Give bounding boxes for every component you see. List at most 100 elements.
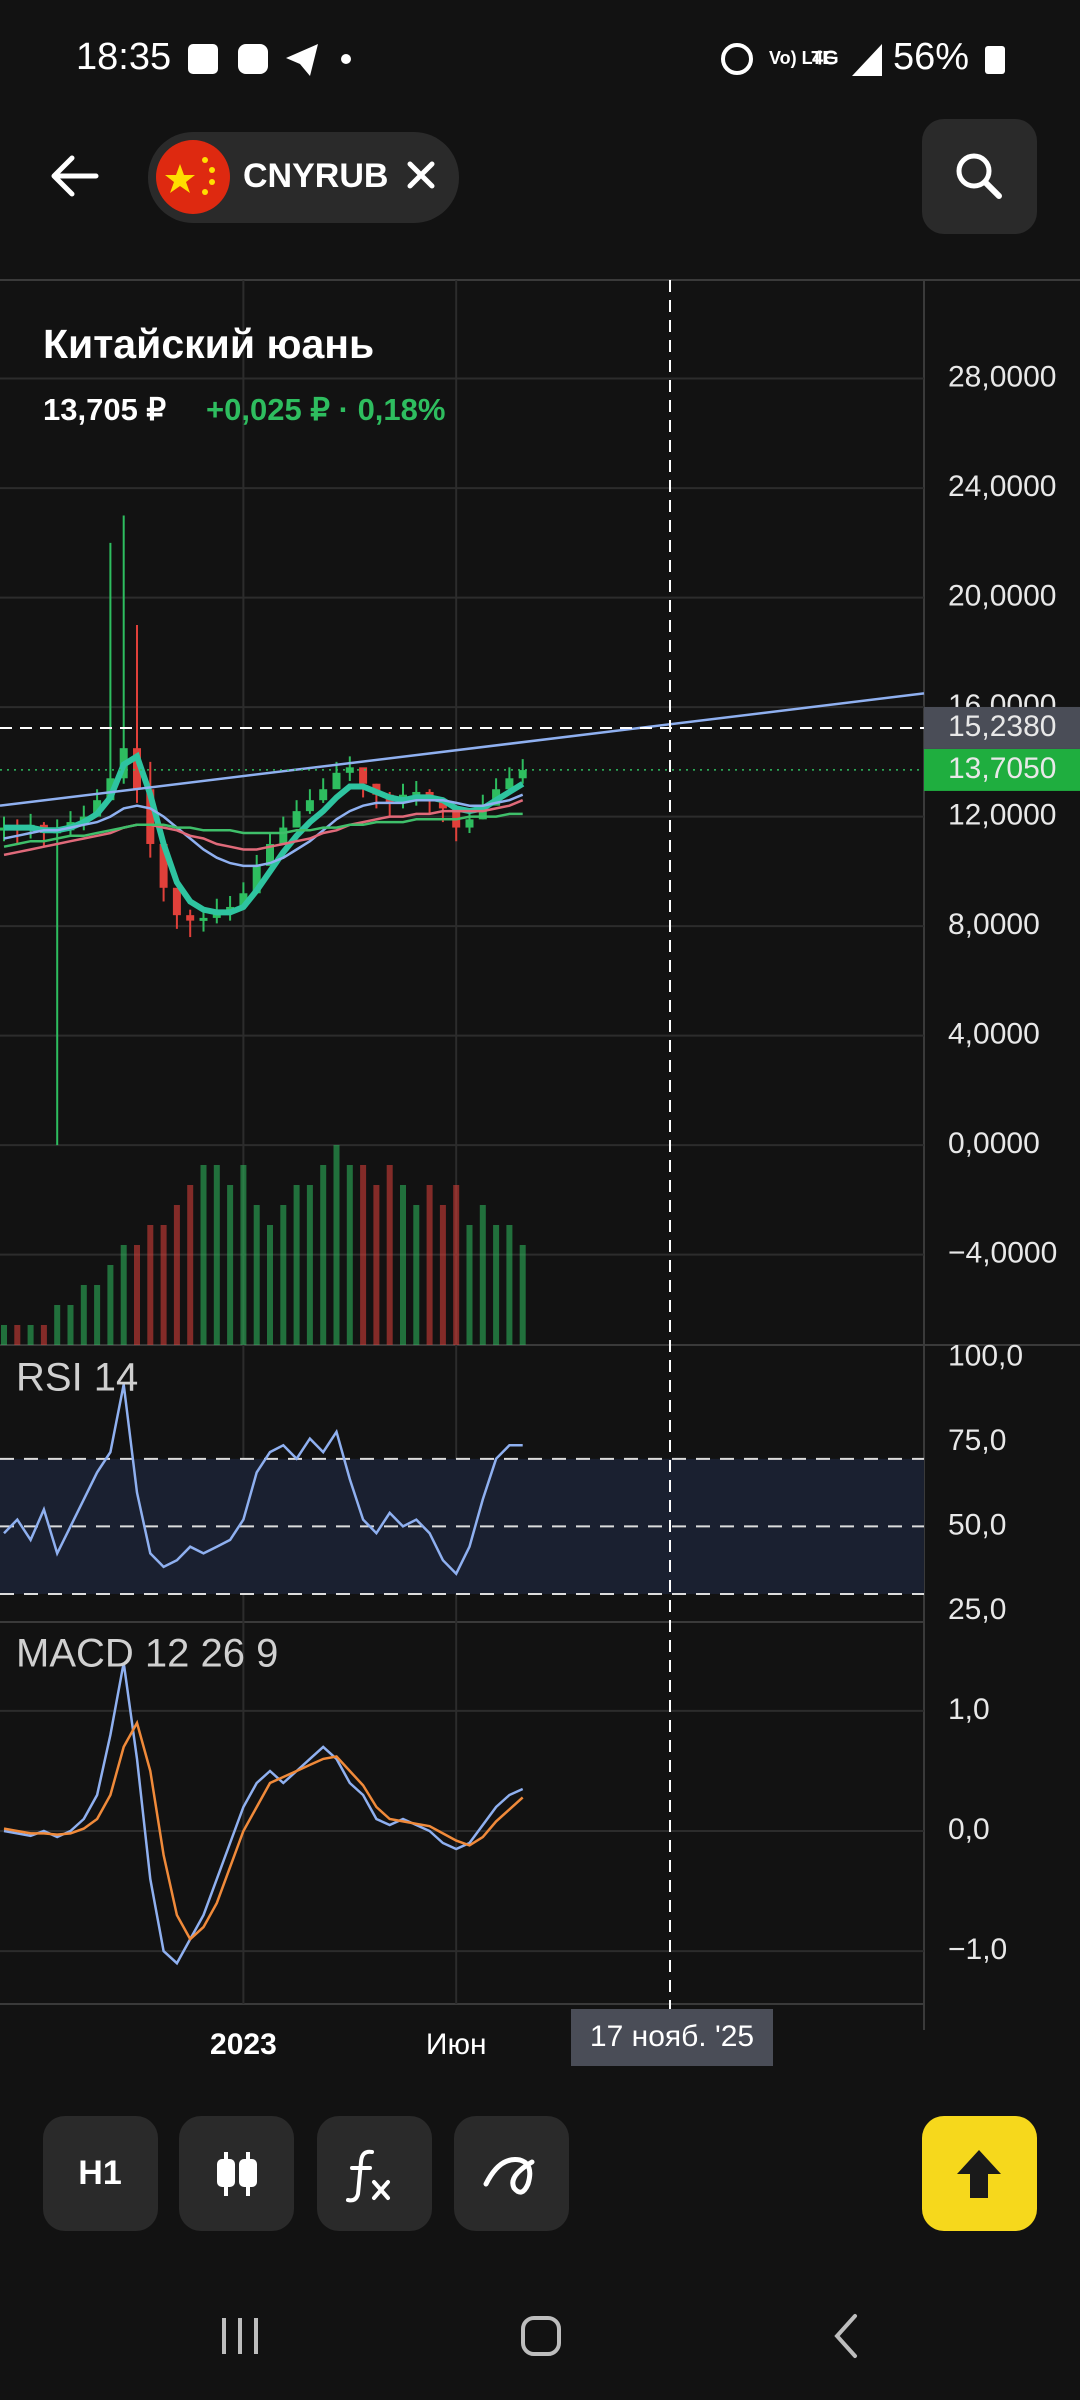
interval-button[interactable] xyxy=(43,2116,158,2231)
volume-bar xyxy=(134,1245,140,1345)
volume-bar xyxy=(280,1205,287,1345)
app-icon xyxy=(238,44,268,74)
macd-line xyxy=(3,1719,524,1942)
volume-bar xyxy=(506,1225,513,1345)
candle-body xyxy=(359,767,368,784)
candle-body xyxy=(332,772,341,790)
candle-body xyxy=(478,805,487,820)
volume-bar xyxy=(200,1165,207,1345)
fx-icon xyxy=(346,2149,390,2203)
search-button[interactable] xyxy=(922,119,1037,234)
volume-bar xyxy=(107,1265,114,1345)
y-tick-label: 8,0000 xyxy=(948,908,1040,941)
moving-average xyxy=(3,812,523,848)
candle-body xyxy=(438,800,447,809)
candle-body xyxy=(186,915,195,921)
search-icon xyxy=(956,153,992,189)
volume-bar xyxy=(54,1305,61,1345)
moving-average xyxy=(4,751,525,916)
volume-bar xyxy=(479,1205,486,1345)
back-nav-button[interactable] xyxy=(834,2314,857,2358)
crosshair-date-label: 17 нояб. '25 xyxy=(590,2020,754,2053)
volume-bar xyxy=(519,1245,526,1345)
flag-small-stars xyxy=(202,157,215,195)
flag-star xyxy=(165,164,195,193)
chip-close[interactable] xyxy=(407,161,435,189)
y-tick-label: 75,0 xyxy=(948,1424,1006,1457)
moving-average xyxy=(3,799,524,857)
candle-body xyxy=(106,778,115,801)
volume-bar xyxy=(253,1205,260,1345)
candle-body xyxy=(305,800,314,812)
volume-bar xyxy=(94,1285,101,1345)
recents-button[interactable] xyxy=(222,2318,258,2354)
telegram-icon xyxy=(286,44,318,76)
candle-body xyxy=(518,770,527,779)
volume-bar xyxy=(227,1185,234,1345)
y-tick-label: 4,0000 xyxy=(948,1018,1040,1051)
moving-average xyxy=(3,793,524,868)
volume-bar xyxy=(493,1225,500,1345)
candle-body xyxy=(465,819,474,828)
volume-bar xyxy=(413,1205,420,1345)
volume-bar xyxy=(386,1165,393,1345)
y-tick-label: 0,0000 xyxy=(948,1127,1040,1160)
drawing-icon xyxy=(483,2157,535,2195)
candle-body xyxy=(199,917,208,921)
volume-bar xyxy=(466,1225,473,1345)
search-icon-handle xyxy=(982,179,1002,199)
instrument-name: Китайский юань xyxy=(43,321,374,367)
volume-bar xyxy=(439,1205,446,1345)
indicators-button[interactable] xyxy=(317,2116,432,2231)
last-price-box xyxy=(924,748,1080,791)
candle-body xyxy=(266,843,274,866)
x-tick-label: 2023 xyxy=(210,2028,277,2061)
pane-frames xyxy=(0,279,1080,2030)
dot-icon xyxy=(341,54,351,64)
candle-body xyxy=(412,791,421,795)
crosshair-price-box xyxy=(924,706,1080,749)
x-tick-label: Июн xyxy=(426,2028,487,2061)
y-tick-label: 50,0 xyxy=(948,1508,1006,1541)
interval-label: H1 xyxy=(78,2154,121,2192)
rsi-title: RSI 14 xyxy=(16,1356,138,1400)
instrument-change: +0,025 ₽ · 0,18% xyxy=(206,392,445,427)
crosshair-price-label: 15,2380 xyxy=(948,710,1056,743)
home-button[interactable] xyxy=(521,2316,561,2356)
volume-bar xyxy=(360,1165,367,1345)
candle-body xyxy=(239,893,248,907)
volume-bar xyxy=(40,1325,47,1345)
battery-icon xyxy=(985,46,1005,74)
volume-bar xyxy=(400,1185,406,1345)
volume-bar xyxy=(373,1185,380,1345)
volume-bar xyxy=(27,1325,34,1345)
candle-body xyxy=(159,843,168,888)
volume-bar xyxy=(240,1165,247,1345)
volume-bar xyxy=(293,1185,300,1345)
y-tick-label: 20,0000 xyxy=(948,580,1056,613)
volume-bar xyxy=(306,1185,313,1345)
instrument-price: 13,705 ₽ xyxy=(43,392,166,427)
last-price-label: 13,7050 xyxy=(948,752,1056,785)
alarm-icon xyxy=(721,43,753,75)
volte-icon: Vo) LTE xyxy=(769,48,834,68)
trade-icon xyxy=(957,2150,1001,2198)
volume-bar xyxy=(333,1145,340,1345)
y-tick-label: −4,0000 xyxy=(948,1237,1057,1270)
symbol-chip[interactable] xyxy=(148,132,459,223)
signal-icon xyxy=(852,44,882,76)
candle-body xyxy=(93,800,102,817)
drawing-button[interactable] xyxy=(454,2116,569,2231)
candle-body xyxy=(345,767,354,773)
candle-body xyxy=(452,808,461,828)
candle-body xyxy=(319,789,328,801)
chart-type-button[interactable] xyxy=(179,2116,294,2231)
candle-body xyxy=(133,748,141,790)
candle-body xyxy=(505,778,514,790)
volume-bar xyxy=(173,1205,180,1345)
back-button[interactable] xyxy=(51,155,99,197)
y-tick-label: 28,0000 xyxy=(948,360,1056,393)
volume-bar xyxy=(426,1185,433,1345)
